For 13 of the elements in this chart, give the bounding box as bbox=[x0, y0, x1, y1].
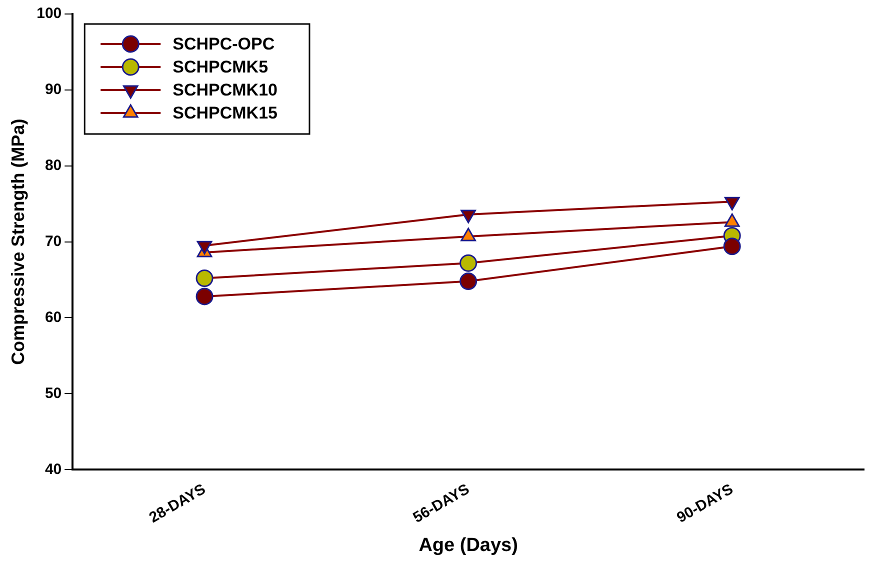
y-tick-label: 40 bbox=[44, 460, 62, 478]
legend-label: SCHPC-OPC bbox=[172, 34, 275, 54]
y-tick-label: 60 bbox=[44, 308, 62, 326]
y-tick-label: 100 bbox=[36, 5, 62, 22]
x-axis-title: Age (Days) bbox=[418, 534, 518, 556]
legend-label: SCHPCMK15 bbox=[172, 104, 278, 123]
y-tick-label: 90 bbox=[44, 81, 62, 98]
y-tick-label: 70 bbox=[44, 232, 62, 250]
legend-label: SCHPCMK5 bbox=[172, 58, 268, 77]
y-axis-title: Compressive Strength (MPa) bbox=[8, 118, 28, 365]
y-tick-label: 80 bbox=[44, 157, 62, 174]
y-tick-label: 50 bbox=[44, 384, 62, 402]
legend-label: SCHPCMK10 bbox=[172, 80, 278, 100]
